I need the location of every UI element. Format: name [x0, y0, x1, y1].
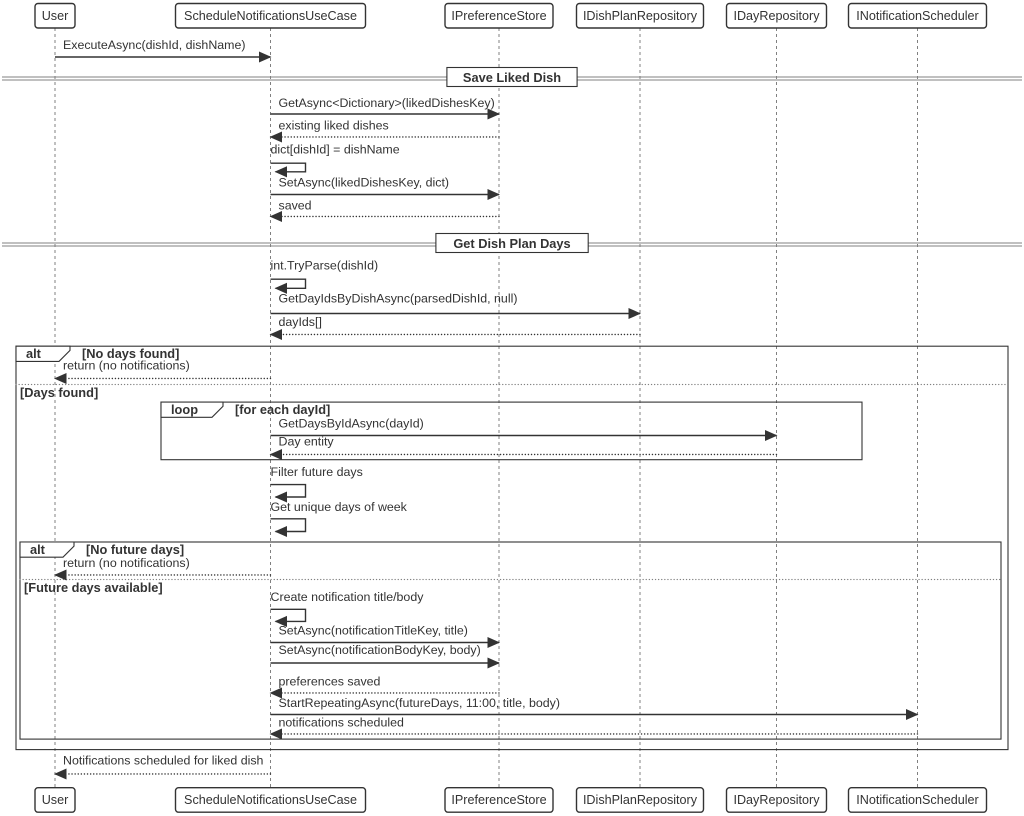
svg-text:Filter future days: Filter future days [271, 465, 363, 479]
svg-text:IDayRepository: IDayRepository [733, 9, 820, 23]
svg-text:saved: saved [279, 198, 312, 212]
svg-text:[Future days available]: [Future days available] [24, 580, 163, 595]
svg-text:User: User [42, 9, 69, 23]
svg-text:ScheduleNotificationsUseCase: ScheduleNotificationsUseCase [184, 793, 357, 807]
svg-text:Get unique days of week: Get unique days of week [271, 500, 408, 514]
svg-text:INotificationScheduler: INotificationScheduler [856, 793, 979, 807]
svg-text:Save Liked Dish: Save Liked Dish [463, 70, 561, 85]
svg-text:return (no notifications): return (no notifications) [63, 358, 190, 372]
svg-text:dayIds[]: dayIds[] [279, 315, 322, 329]
svg-text:int.TryParse(dishId): int.TryParse(dishId) [271, 258, 379, 272]
svg-text:[No future days]: [No future days] [86, 542, 184, 557]
svg-text:Notifications scheduled for li: Notifications scheduled for liked dish [63, 753, 264, 767]
svg-text:StartRepeatingAsync(futureDays: StartRepeatingAsync(futureDays, 11:00, t… [279, 696, 560, 710]
svg-text:IPreferenceStore: IPreferenceStore [451, 9, 546, 23]
svg-text:loop: loop [171, 402, 198, 417]
svg-text:GetAsync<Dictionary>(likedDish: GetAsync<Dictionary>(likedDishesKey) [279, 96, 495, 110]
svg-text:ExecuteAsync(dishId, dishName): ExecuteAsync(dishId, dishName) [63, 38, 246, 52]
svg-text:dict[dishId] = dishName: dict[dishId] = dishName [271, 142, 400, 156]
svg-text:Get Dish Plan Days: Get Dish Plan Days [453, 236, 570, 251]
svg-text:existing liked dishes: existing liked dishes [279, 118, 389, 132]
svg-text:return (no notifications): return (no notifications) [63, 556, 190, 570]
svg-text:notifications scheduled: notifications scheduled [279, 715, 404, 729]
svg-text:GetDaysByIdAsync(dayId): GetDaysByIdAsync(dayId) [279, 417, 424, 431]
svg-text:[Days found]: [Days found] [20, 385, 98, 400]
svg-text:alt: alt [30, 542, 46, 557]
svg-text:Create notification title/body: Create notification title/body [271, 590, 425, 604]
svg-text:SetAsync(notificationBodyKey,: SetAsync(notificationBodyKey, body) [279, 643, 481, 657]
svg-text:[for each dayId]: [for each dayId] [235, 402, 330, 417]
svg-text:IDishPlanRepository: IDishPlanRepository [583, 9, 698, 23]
svg-text:User: User [42, 793, 69, 807]
svg-text:SetAsync(notificationTitleKey,: SetAsync(notificationTitleKey, title) [279, 623, 468, 637]
svg-text:IDishPlanRepository: IDishPlanRepository [583, 793, 698, 807]
svg-text:IDayRepository: IDayRepository [733, 793, 820, 807]
svg-text:GetDayIdsByDishAsync(parsedDis: GetDayIdsByDishAsync(parsedDishId, null) [279, 292, 518, 306]
svg-text:preferences saved: preferences saved [279, 674, 381, 688]
svg-text:alt: alt [26, 346, 42, 361]
svg-text:ScheduleNotificationsUseCase: ScheduleNotificationsUseCase [184, 9, 357, 23]
svg-text:Day entity: Day entity [279, 435, 335, 449]
svg-text:INotificationScheduler: INotificationScheduler [856, 9, 979, 23]
svg-text:SetAsync(likedDishesKey, dict): SetAsync(likedDishesKey, dict) [279, 176, 450, 190]
svg-text:IPreferenceStore: IPreferenceStore [451, 793, 546, 807]
